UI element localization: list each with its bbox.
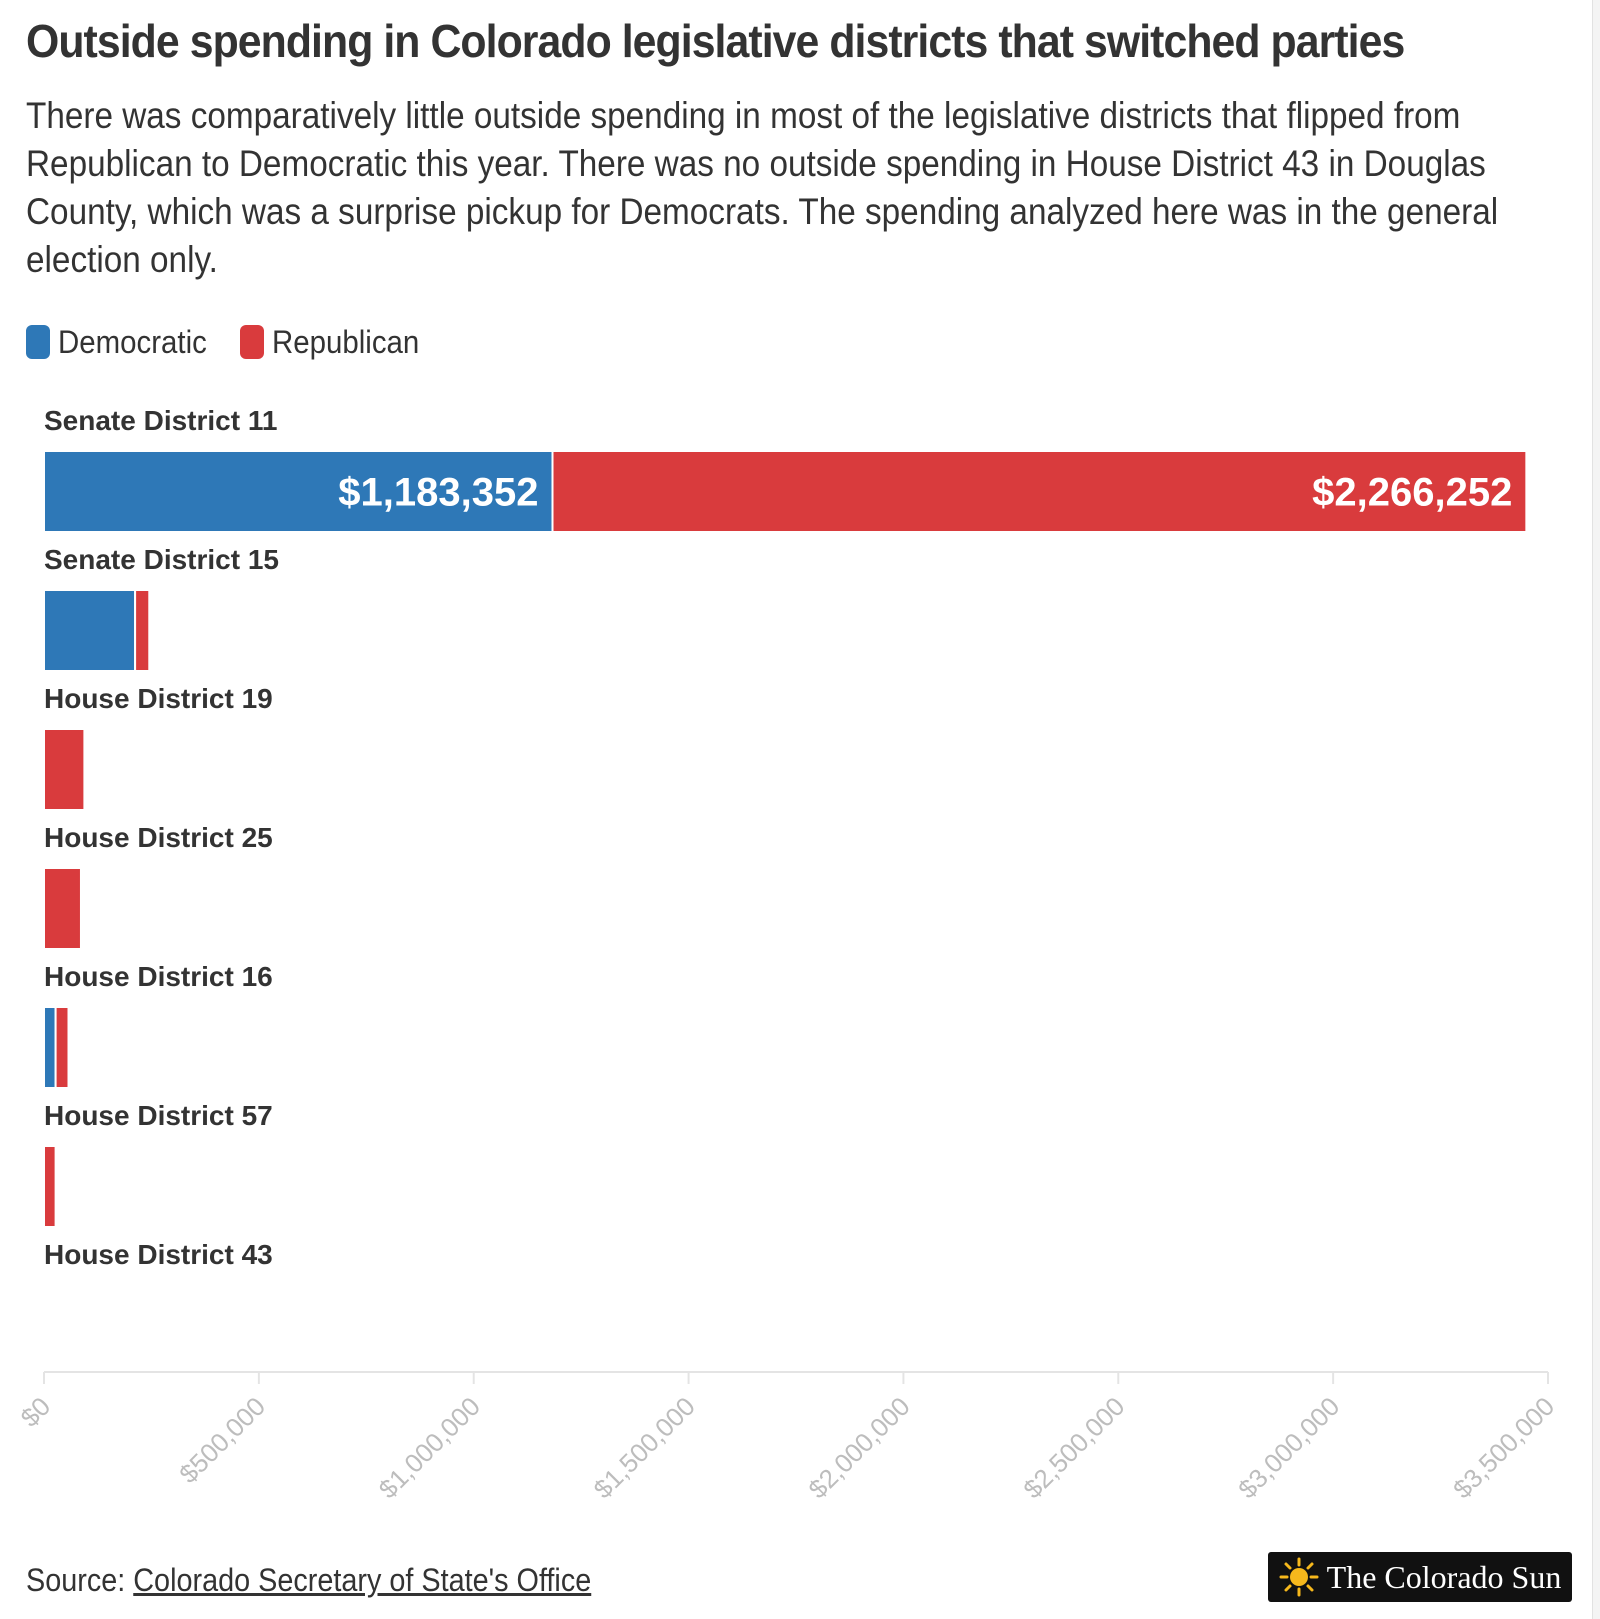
bar-republican-house-district-25[interactable]: [43, 867, 82, 950]
bar-republican-house-district-16[interactable]: [54, 1006, 70, 1089]
category-label-house-district-19: House District 19: [44, 683, 273, 714]
legend-swatch-republican: [239, 325, 264, 359]
source-prefix: Source:: [26, 1562, 134, 1598]
data-label-republican-senate-district-11: $2,266,252: [1312, 471, 1512, 515]
bar-democratic-senate-district-11[interactable]: [43, 450, 554, 533]
publisher-logo[interactable]: The Colorado Sun: [1268, 1552, 1572, 1602]
legend-swatch-democratic: [26, 325, 50, 359]
sun-icon: [1279, 1557, 1319, 1597]
bar-democratic-senate-district-15[interactable]: [43, 589, 137, 672]
chart-subtitle: There was comparatively little outside s…: [26, 95, 1499, 280]
bar-republican-house-district-19[interactable]: [43, 728, 86, 811]
x-tick-label: $2,000,000: [802, 1391, 915, 1504]
x-axis: $0 $500,000 $1,000,000 $1,500,000 $2,000,000…: [15, 1371, 1560, 1504]
category-label-house-district-43: House District 43: [44, 1239, 273, 1270]
bar-democratic-house-district-16[interactable]: [43, 1006, 57, 1089]
legend-item-democratic[interactable]: Democratic: [26, 324, 220, 361]
category-label-senate-district-11: Senate District 11: [44, 405, 277, 436]
data-label-democratic-senate-district-11: $1,183,352: [338, 471, 538, 515]
category-label-senate-district-15: Senate District 15: [44, 544, 279, 575]
bar-republican-senate-district-15[interactable]: [134, 589, 151, 672]
x-tick-label: $500,000: [173, 1391, 271, 1489]
legend: Democratic Republican: [26, 320, 452, 364]
legend-item-republican[interactable]: Republican: [239, 323, 432, 361]
category-label-house-district-57: House District 57: [44, 1100, 273, 1131]
logo-text: The Colorado Sun: [1326, 1558, 1562, 1595]
x-tick-label: $1,000,000: [373, 1391, 486, 1504]
category-label-house-district-16: House District 16: [44, 961, 273, 992]
bars-group: Senate District 11 $1,183,352 $2,266,252 Se…: [43, 405, 1528, 1270]
x-tick-label: $3,000,000: [1232, 1391, 1345, 1504]
category-label-house-district-25: House District 25: [44, 822, 273, 853]
source-link[interactable]: Colorado Secretary of State's Office: [133, 1562, 592, 1598]
bar-republican-house-district-57[interactable]: [43, 1145, 57, 1228]
x-tick-label: $3,500,000: [1447, 1391, 1560, 1504]
legend-label-republican: Republican: [271, 323, 420, 360]
x-tick-label: $2,500,000: [1017, 1391, 1130, 1504]
chart-title: Outside spending in Colorado legislative…: [26, 15, 1405, 67]
x-tick-label: $1,500,000: [588, 1391, 701, 1504]
page-edge: [1592, 0, 1600, 1619]
bar-republican-senate-district-11[interactable]: [551, 450, 1528, 533]
legend-label-democratic: Democratic: [58, 323, 207, 360]
bar-chart: Senate District 11 $1,183,352 $2,266,252 Se…: [15, 405, 1561, 1504]
x-tick-label: $0: [15, 1391, 57, 1433]
source-note: Source: Colorado Secretary of State's Of…: [26, 1562, 591, 1599]
